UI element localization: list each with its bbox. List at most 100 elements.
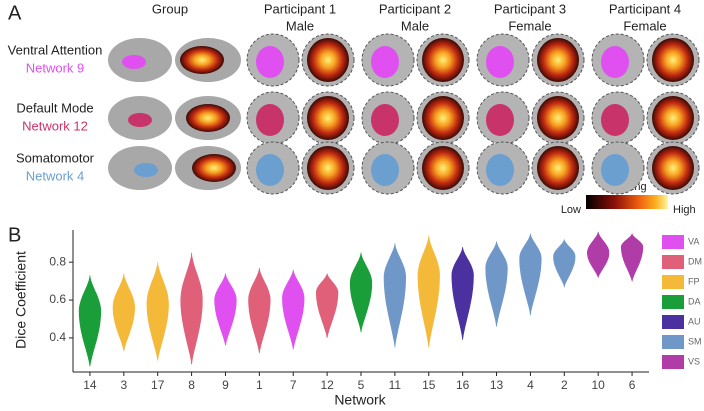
row-network: Network 9 [26, 60, 85, 75]
loading-map [537, 96, 579, 140]
x-tick-label: 6 [629, 378, 636, 392]
loading-map [422, 96, 464, 140]
violin [282, 269, 305, 350]
column-subtitle: Female [508, 18, 551, 33]
legend-swatch [662, 275, 684, 289]
violin [248, 267, 271, 354]
loading-map [186, 104, 230, 132]
colorbar-low: Low [561, 204, 581, 216]
column-subtitle: Female [623, 18, 666, 33]
x-tick-label: 5 [358, 378, 365, 392]
x-tick-label: 8 [188, 378, 195, 392]
column-title: Participant 2 [379, 1, 451, 16]
violin [349, 252, 373, 333]
network-map [128, 113, 152, 127]
network-map [256, 46, 284, 78]
row-name: Default Mode [16, 100, 93, 115]
violin [451, 246, 474, 340]
x-tick-label: 3 [120, 378, 127, 392]
network-map [256, 154, 284, 186]
network-map [486, 154, 514, 186]
x-tick-label: 14 [83, 378, 97, 392]
x-tick-label: 11 [389, 378, 402, 392]
row-network: Network 12 [22, 118, 88, 133]
x-tick-label: 9 [222, 378, 229, 392]
y-axis-label: Dice Coefficient [13, 251, 29, 349]
network-map [371, 154, 399, 186]
network-map [122, 55, 146, 69]
violin [112, 273, 136, 352]
network-map [371, 46, 399, 78]
legend-label: DA [688, 296, 701, 306]
violin [383, 243, 407, 348]
legend-swatch [662, 295, 684, 309]
violin [180, 252, 203, 365]
network-map [134, 163, 158, 177]
y-tick-label: 0.4 [49, 330, 66, 344]
colorbar-high: High [673, 204, 696, 216]
y-tick-label: 0.8 [49, 254, 66, 268]
violin [214, 273, 237, 346]
x-tick-label: 15 [422, 378, 436, 392]
x-tick-label: 16 [456, 378, 470, 392]
loading-map [652, 146, 694, 190]
network-map [601, 104, 629, 136]
row-name: Somatomotor [16, 150, 95, 165]
x-tick-label: 13 [490, 378, 504, 392]
row-network: Network 4 [26, 168, 85, 183]
x-tick-label: 12 [320, 378, 334, 392]
loading-map [422, 38, 464, 82]
legend-swatch [662, 335, 684, 349]
column-title: Participant 4 [609, 1, 681, 16]
loading-map [307, 146, 349, 190]
colorbar [586, 195, 668, 209]
legend-label: VA [688, 236, 699, 246]
panel-label: A [8, 2, 22, 24]
loading-map [652, 96, 694, 140]
violin [553, 239, 576, 288]
legend-swatch [662, 235, 684, 249]
network-map [371, 104, 399, 136]
violin [586, 231, 610, 279]
loading-map [537, 38, 579, 82]
y-tick-label: 0.6 [49, 292, 66, 306]
legend-swatch [662, 315, 684, 329]
panel-label: B [8, 224, 21, 246]
violin [315, 273, 339, 338]
x-tick-label: 7 [290, 378, 297, 392]
network-map [486, 46, 514, 78]
x-tick-label: 1 [256, 378, 263, 392]
x-tick-label: 10 [591, 378, 605, 392]
column-title: Participant 1 [264, 1, 336, 16]
legend-label: SM [688, 336, 702, 346]
row-name: Ventral Attention [8, 42, 103, 57]
violin [146, 262, 169, 361]
network-map [256, 104, 284, 136]
column-title: Group [152, 1, 188, 16]
x-tick-label: 2 [561, 378, 568, 392]
legend-label: DM [688, 256, 702, 266]
loading-map [307, 96, 349, 140]
column-subtitle: Male [401, 18, 429, 33]
legend-swatch [662, 355, 684, 369]
network-map [601, 154, 629, 186]
legend-swatch [662, 255, 684, 269]
violin [78, 275, 102, 367]
loading-map [307, 38, 349, 82]
violin [620, 232, 644, 283]
violin [519, 233, 542, 316]
column-subtitle: Male [286, 18, 314, 33]
x-tick-label: 4 [527, 378, 534, 392]
loading-map [192, 154, 236, 182]
loading-map [652, 38, 694, 82]
network-map [486, 104, 514, 136]
x-axis-label: Network [334, 392, 386, 408]
legend-label: FP [688, 276, 700, 286]
violin [485, 241, 508, 327]
loading-map [180, 46, 224, 74]
x-tick-label: 17 [151, 378, 165, 392]
column-title: Participant 3 [494, 1, 566, 16]
network-map [601, 46, 629, 78]
loading-map [422, 146, 464, 190]
